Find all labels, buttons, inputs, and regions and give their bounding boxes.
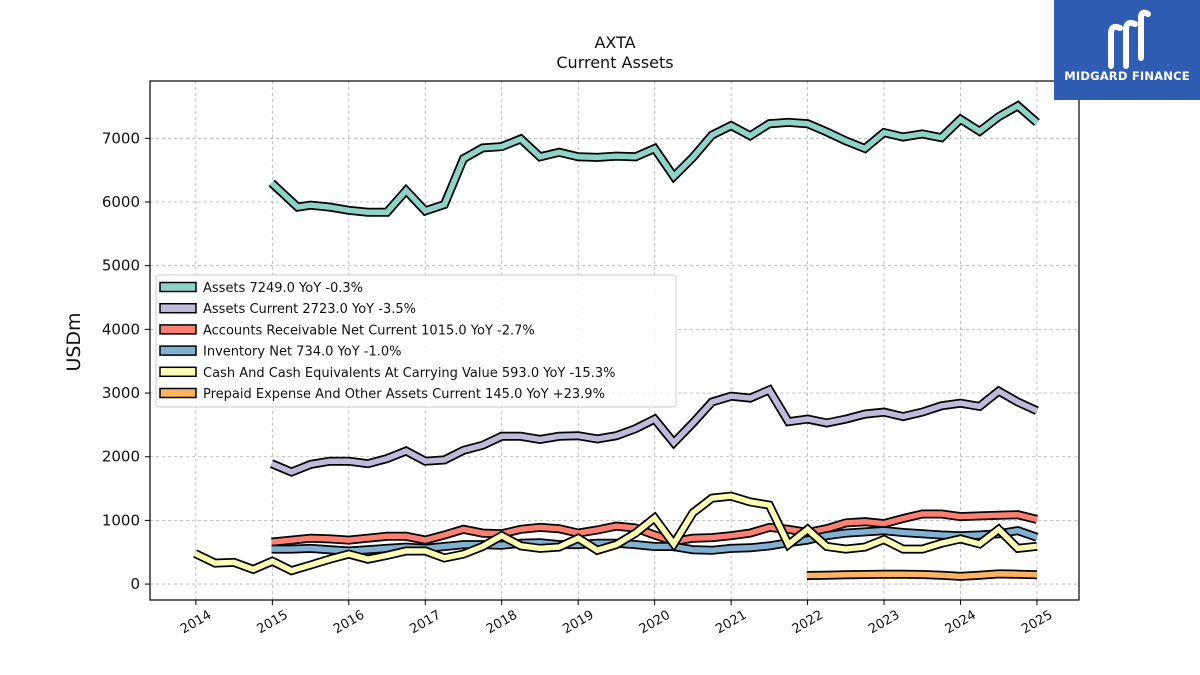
series-0 — [268, 100, 1040, 217]
y-tick-label: 0 — [130, 575, 140, 593]
series-group — [193, 100, 1040, 581]
brand-name: MIDGARD FINANCE — [1064, 69, 1190, 83]
legend-box — [155, 274, 677, 408]
y-tick-label: 6000 — [102, 193, 140, 211]
legend: Assets 7249.0 YoY -0.3% Assets Current 27… — [155, 274, 677, 408]
series-line — [193, 493, 1038, 574]
y-tick-label: 3000 — [102, 384, 140, 402]
legend-label: Assets 7249.0 YoY -0.3% — [203, 281, 363, 296]
series-line — [806, 571, 1037, 580]
legend-label: Cash And Cash Equivalents At Carrying Va… — [203, 366, 615, 381]
legend-label: Assets Current 2723.0 YoY -3.5% — [203, 302, 416, 317]
x-tick-label: 2018 — [484, 608, 520, 638]
legend-swatch — [159, 345, 197, 356]
x-tick-label: 2015 — [255, 608, 291, 638]
legend-swatch — [159, 302, 197, 314]
x-tick-label: 2014 — [178, 608, 214, 638]
series-5 — [806, 569, 1038, 581]
legend-swatch — [159, 324, 197, 335]
series-line — [271, 527, 1038, 554]
series-1 — [269, 384, 1039, 477]
x-tick-label: 2021 — [713, 608, 749, 638]
x-tick-label: 2016 — [331, 608, 367, 638]
series-line — [270, 386, 1039, 475]
series-4 — [193, 491, 1038, 576]
y-tick-label: 7000 — [102, 129, 140, 147]
legend-swatch — [159, 281, 197, 293]
y-tick-label: 1000 — [102, 511, 140, 529]
chart-title: AXTA — [594, 33, 635, 52]
legend-swatch — [159, 387, 197, 399]
legend-label: Accounts Receivable Net Current 1015.0 Y… — [203, 323, 535, 338]
x-axis: 2014 2015 2016 2017 2018 2019 2020 2021 2022 2023… — [178, 600, 1055, 637]
x-tick-label: 2023 — [866, 608, 902, 638]
y-tick-label: 4000 — [102, 320, 140, 338]
y-axis: 0 1000 2000 3000 4000 5000 6000 7000 — [102, 129, 150, 593]
y-tick-label: 2000 — [102, 448, 140, 466]
chart-subtitle: Current Assets — [556, 53, 673, 72]
x-tick-label: 2022 — [790, 608, 826, 638]
legend-label: Prepaid Expense And Other Assets Current… — [203, 387, 605, 402]
series-2 — [271, 509, 1038, 547]
legend-swatch — [159, 366, 197, 378]
brand-logo: MIDGARD FINANCE — [1054, 0, 1200, 100]
x-tick-label: 2017 — [407, 608, 443, 638]
series-line — [271, 511, 1038, 545]
x-tick-label: 2020 — [637, 608, 673, 638]
series-line — [269, 102, 1039, 215]
series-3 — [271, 525, 1039, 556]
x-tick-label: 2025 — [1019, 608, 1055, 638]
y-tick-label: 5000 — [102, 257, 140, 275]
logo-icon — [1108, 9, 1151, 69]
legend-label: Inventory Net 734.0 YoY -1.0% — [203, 345, 402, 360]
x-tick-label: 2019 — [560, 608, 596, 638]
y-axis-label: USDm — [63, 312, 85, 371]
x-tick-label: 2024 — [943, 608, 979, 638]
plot-frame — [149, 80, 1080, 601]
